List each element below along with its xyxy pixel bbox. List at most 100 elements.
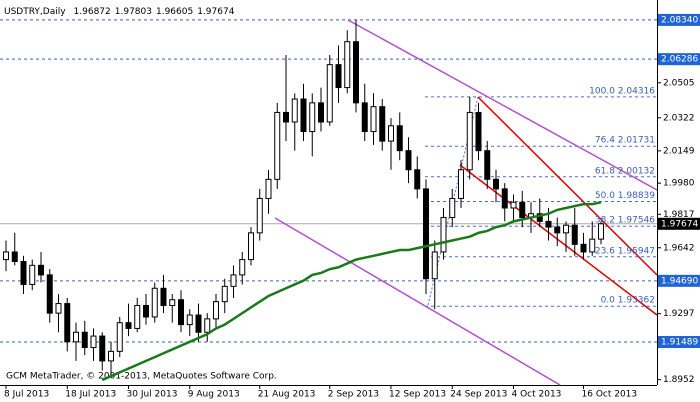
candle-body (335, 64, 342, 89)
candle-body (405, 150, 412, 171)
candle-body (554, 226, 561, 234)
candle-body (151, 287, 158, 318)
footer: GCM MetaTrader, © 2001-2013, MetaQuotes … (6, 372, 277, 382)
header-low: 1.96605 (156, 7, 193, 17)
header-open: 1.96872 (74, 7, 111, 17)
candle-body (81, 331, 88, 349)
candle-body (73, 331, 79, 343)
candle-body (221, 285, 228, 303)
header-close: 1.97674 (197, 7, 234, 17)
x-tick-label: 16 Oct 2013 (582, 390, 638, 400)
candle-body (388, 125, 394, 142)
candle-body (283, 111, 289, 123)
candle-body (493, 178, 499, 190)
candle-body (458, 169, 464, 199)
y-tick-label: 2.0505 (663, 78, 695, 88)
trend-line (459, 164, 658, 316)
candle-body (353, 41, 359, 104)
candle-body (396, 125, 403, 152)
fib-label: 0.0 1.93362 (601, 296, 655, 306)
candle-body (239, 259, 246, 276)
fib-label: 50.0 1.98839 (595, 191, 655, 201)
candle-body (195, 314, 202, 333)
candle-body (143, 304, 149, 318)
candle-body (563, 224, 569, 234)
trend-line (274, 217, 561, 386)
moving-average (101, 201, 602, 382)
candle-body (423, 188, 429, 280)
y-tick-label: 1.9642 (663, 243, 695, 253)
candle-body (431, 251, 438, 280)
candle-body (55, 303, 62, 314)
candle-body (160, 287, 167, 306)
y-tick-label: 2.0322 (663, 113, 695, 123)
candle-body (291, 98, 298, 123)
y-tick-label: 1.9980 (663, 179, 695, 189)
candle-body (213, 301, 219, 320)
candle-body (248, 232, 254, 261)
candle-body (99, 335, 106, 362)
candle-body (449, 197, 456, 219)
candle-body (38, 264, 44, 276)
fib-label: 38.2 1.97546 (595, 216, 655, 226)
fib-label: 61.8 2.00132 (595, 166, 655, 176)
candle-body (545, 220, 552, 228)
candle-body (64, 303, 71, 343)
candle-body (536, 213, 543, 222)
candle-body (309, 102, 316, 133)
trend-line (347, 19, 658, 191)
candle-body (108, 350, 114, 362)
candle-body (466, 111, 473, 171)
candle-body (29, 264, 36, 285)
candle-body (344, 41, 351, 89)
candle-body (589, 238, 596, 253)
x-tick-label: 2 Sep 2013 (328, 390, 379, 400)
candle-body (274, 111, 281, 180)
level-label: 1.94690 (661, 276, 698, 286)
candle-body (440, 217, 447, 253)
candle-body (90, 335, 97, 349)
header-high: 1.97803 (115, 7, 152, 17)
candle-body (134, 304, 141, 329)
candle-body (3, 251, 9, 261)
level-box (658, 53, 700, 66)
y-tick-label: 1.9297 (663, 309, 695, 319)
x-tick-label: 9 Aug 2013 (188, 390, 240, 400)
fib-label: 23.6 1.95947 (595, 246, 655, 256)
fib-label: 100.0 2.04316 (589, 86, 655, 96)
x-tick-label: 18 Jul 2013 (65, 390, 116, 400)
candle-body (414, 169, 421, 190)
y-tick-label: 1.8952 (663, 375, 695, 385)
header: USDTRY,Daily 1.96872 1.97803 1.96605 1.97674 (4, 7, 235, 17)
level-label: 1.91489 (661, 338, 698, 348)
candle-body (265, 178, 272, 199)
y-tick-label: 2.0149 (663, 146, 695, 156)
candle-body (204, 318, 211, 333)
x-tick-label: 21 Aug 2013 (258, 390, 316, 400)
candle-body (230, 274, 237, 287)
candle-body (510, 201, 517, 209)
candle-body (580, 243, 587, 253)
candle-body (519, 201, 526, 219)
candle-body (598, 223, 604, 240)
candle-body (475, 111, 482, 152)
candle-body (186, 314, 193, 326)
candle-body (370, 106, 377, 133)
candle-body (484, 150, 491, 180)
level-label: 2.08340 (661, 15, 698, 25)
candle-body (169, 299, 176, 306)
level-box (658, 13, 700, 26)
candle-body (300, 98, 307, 133)
fib-label: 76.4 2.01731 (595, 136, 655, 146)
candle-body (379, 106, 386, 142)
last-price-box (658, 217, 700, 230)
candle-body (178, 299, 184, 326)
candle-body (116, 322, 123, 352)
candle-body (125, 322, 132, 329)
level-box (658, 336, 700, 349)
x-tick-label: 24 Sep 2013 (450, 390, 507, 400)
trend-line (477, 96, 658, 276)
candle-body (501, 188, 508, 209)
candle-body (20, 261, 27, 285)
